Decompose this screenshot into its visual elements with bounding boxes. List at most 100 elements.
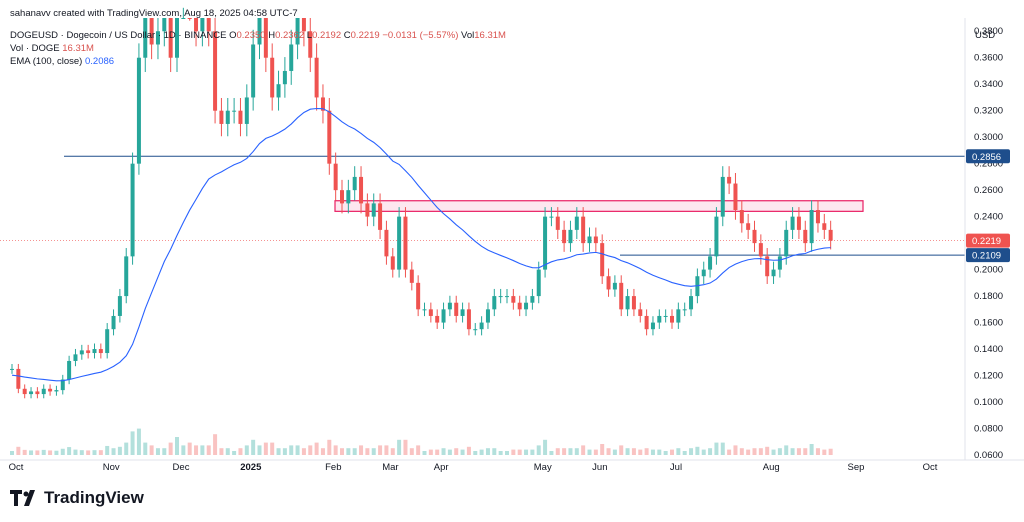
volume-bar: [384, 445, 389, 455]
y-tick-label: 0.1600: [974, 318, 1003, 329]
volume-bar: [619, 445, 624, 455]
volume-bar: [117, 446, 122, 455]
candle-body: [149, 18, 154, 45]
candle-body: [796, 216, 801, 230]
candle-body: [390, 256, 395, 270]
volume-bar: [251, 439, 256, 455]
candle-body: [701, 269, 706, 277]
candle-body: [815, 210, 820, 224]
candle-body: [340, 190, 344, 204]
volume-bar: [346, 448, 351, 455]
candle-body: [168, 18, 173, 58]
candle-body: [828, 229, 833, 241]
price-label-text: 0.2219: [972, 236, 1001, 247]
candle-body: [124, 256, 129, 297]
candle-body: [136, 57, 141, 164]
candle-body: [289, 44, 294, 71]
candle-body: [10, 368, 14, 370]
volume-bar: [644, 448, 649, 455]
candle-body: [54, 390, 59, 392]
volume-bar: [79, 450, 84, 455]
candle-body: [650, 322, 655, 330]
candle-body: [35, 391, 40, 395]
candle-body: [365, 203, 370, 217]
volume-bar: [593, 449, 598, 455]
candle-body: [708, 256, 713, 270]
candle-body: [809, 210, 814, 244]
candle-body: [295, 18, 300, 45]
candle-body: [314, 57, 319, 98]
volume-bar: [530, 449, 535, 455]
symbol-line: DOGEUSD · Dogecoin / US Dollar · 1D · BI…: [10, 30, 506, 41]
tradingview-logo[interactable]: TradingView: [10, 488, 144, 508]
volume-bar: [670, 449, 674, 455]
volume-bar: [466, 446, 471, 455]
candle-body: [625, 296, 630, 310]
volume-bar: [676, 448, 681, 455]
candle-body: [320, 97, 325, 111]
candle-body: [511, 296, 516, 303]
volume-bar: [257, 445, 262, 455]
candle-body: [16, 368, 21, 389]
volume-bar: [460, 449, 465, 455]
candle-body: [574, 216, 579, 230]
candle-body: [346, 190, 351, 204]
volume-bar: [720, 442, 725, 455]
candle-body: [460, 309, 465, 316]
x-tick-label: Oct: [9, 462, 24, 473]
candle-body: [689, 296, 694, 310]
volume-bar: [301, 448, 306, 455]
y-tick-label: 0.3000: [974, 132, 1003, 143]
candle-body: [238, 110, 243, 124]
volume-bar: [454, 448, 459, 455]
candle-body: [98, 349, 103, 354]
candle-body: [473, 329, 478, 331]
volume-bar: [327, 439, 332, 455]
y-tick-label: 0.1400: [974, 344, 1003, 355]
volume-bar: [232, 451, 237, 455]
volume-legend: Vol · DOGE 16.31M: [10, 43, 94, 54]
volume-bar: [416, 445, 421, 455]
volume-bar: [244, 445, 249, 455]
candle-body: [479, 322, 484, 330]
volume-bar: [758, 448, 763, 455]
volume-bar: [714, 442, 719, 455]
y-tick-label: 0.0800: [974, 424, 1003, 435]
volume-bar: [276, 448, 281, 455]
volume-bar: [822, 449, 827, 455]
candle-body: [803, 229, 808, 244]
volume-bar: [581, 445, 586, 455]
volume-bar: [162, 448, 167, 455]
volume-bar: [225, 448, 230, 455]
volume-bar: [10, 451, 14, 455]
volume-bar: [492, 448, 497, 455]
y-tick-label: 0.2800: [974, 159, 1003, 170]
candle-body: [663, 315, 668, 317]
volume-bar: [682, 451, 687, 455]
volume-bar: [498, 451, 503, 455]
volume-bar: [701, 449, 706, 455]
candle-body: [720, 176, 725, 217]
volume-bar: [574, 448, 579, 455]
volume-bar: [479, 449, 484, 455]
volume-bar: [422, 451, 427, 455]
volume-bar: [378, 445, 383, 455]
candle-body: [739, 210, 744, 224]
volume-bar: [270, 442, 275, 455]
volume-bar: [809, 444, 814, 455]
candle-body: [657, 315, 662, 323]
candle-body: [612, 282, 617, 290]
volume-bar: [625, 448, 630, 455]
volume-bar: [371, 448, 376, 455]
candle-body: [371, 203, 376, 217]
volume-bar: [473, 451, 478, 455]
volume-bar: [657, 449, 662, 455]
x-tick-label: Mar: [382, 462, 398, 473]
candle-body: [257, 18, 262, 45]
volume-bar: [733, 445, 738, 455]
volume-bar: [517, 449, 522, 455]
volume-bar: [752, 448, 757, 455]
candle-body: [562, 229, 567, 244]
y-tick-label: 0.3800: [974, 26, 1003, 37]
